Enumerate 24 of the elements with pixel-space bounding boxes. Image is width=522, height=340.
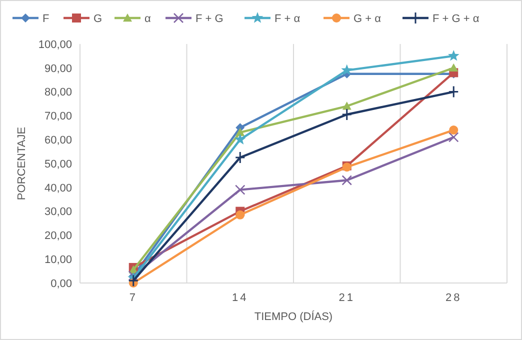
y-axis-title: PORCENTAJE <box>16 126 28 200</box>
y-tick-label: 40,00 <box>44 182 72 194</box>
y-tick-label: 90,00 <box>44 62 72 75</box>
y-tick-label: 30,00 <box>44 206 72 218</box>
y-tick-label: 60,00 <box>44 134 72 146</box>
y-tick-label: 70,00 <box>44 110 72 123</box>
x-tick-label: 7 <box>129 292 138 304</box>
y-tick-label: 50,00 <box>44 158 72 170</box>
y-tick-label: 80,00 <box>44 86 72 99</box>
x-tick-label: 28 <box>446 292 462 304</box>
y-tick-label: 10,00 <box>44 254 72 266</box>
legend-label: F + G <box>196 12 224 25</box>
y-tick-label: 0,00 <box>50 278 72 290</box>
legend-label: α <box>144 12 152 25</box>
y-tick-label: 100,00 <box>38 38 72 51</box>
legend-label: F <box>42 12 50 25</box>
y-tick-label: 20,00 <box>44 230 72 242</box>
legend-label: G + α <box>354 12 382 25</box>
x-tick-label: 14 <box>232 292 248 304</box>
x-axis-title: TIEMPO (DÍAS) <box>254 310 333 323</box>
legend-label: G <box>94 12 102 25</box>
x-tick-label: 21 <box>338 292 355 304</box>
legend-label: F + G + α <box>432 12 480 25</box>
legend-label: F + α <box>274 12 301 25</box>
